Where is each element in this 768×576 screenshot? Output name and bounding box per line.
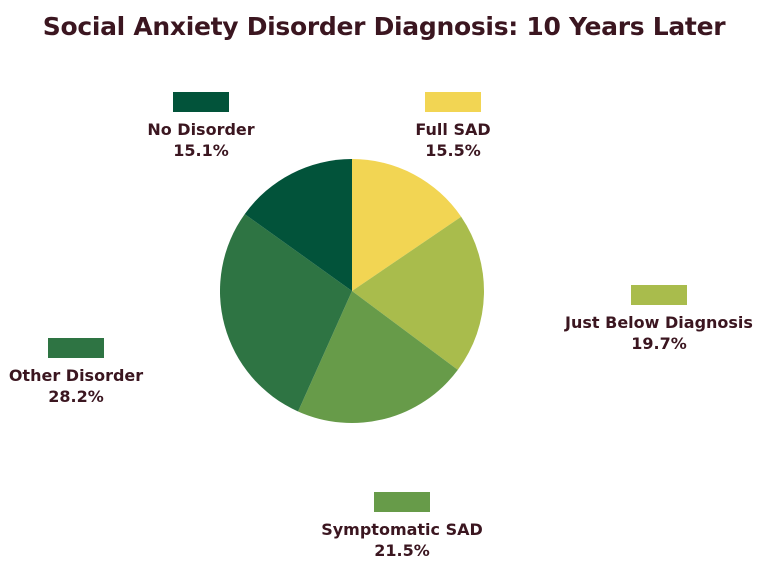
legend-item-other-disorder: Other Disorder 28.2% [0, 338, 176, 408]
chart-title: Social Anxiety Disorder Diagnosis: 10 Ye… [42, 12, 726, 41]
legend-value-just-below-diagnosis: 19.7% [631, 334, 687, 353]
legend-label-other-disorder: Other Disorder [8, 366, 144, 385]
legend-value-other-disorder: 28.2% [48, 387, 104, 406]
legend-label-full-sad: Full SAD [415, 120, 491, 139]
pie-slice-full-sad [352, 159, 462, 291]
legend-swatch-other-disorder [48, 338, 104, 358]
legend-swatch-full-sad [425, 92, 481, 112]
legend-item-just-below-diagnosis: Just Below Diagnosis 19.7% [559, 285, 759, 355]
legend-swatch-symptomatic-sad [374, 492, 430, 512]
legend-label-symptomatic-sad: Symptomatic SAD [321, 520, 483, 539]
legend-value-symptomatic-sad: 21.5% [374, 541, 430, 560]
pie-slice-symptomatic-sad [298, 291, 458, 424]
pie-slice-no-disorder [244, 159, 352, 291]
legend-swatch-just-below-diagnosis [631, 285, 687, 305]
pie-slice-other-disorder [219, 214, 352, 412]
legend-label-just-below-diagnosis: Just Below Diagnosis [565, 313, 753, 332]
legend-item-no-disorder: No Disorder 15.1% [101, 92, 301, 162]
legend-label-no-disorder: No Disorder [147, 120, 255, 139]
legend-item-symptomatic-sad: Symptomatic SAD 21.5% [302, 492, 502, 562]
pie-slices [219, 159, 484, 424]
pie-slice-just-below-diagnosis [352, 216, 484, 370]
legend-swatch-no-disorder [173, 92, 229, 112]
legend-item-full-sad: Full SAD 15.5% [353, 92, 553, 162]
legend-value-full-sad: 15.5% [425, 141, 481, 160]
legend-value-no-disorder: 15.1% [173, 141, 229, 160]
